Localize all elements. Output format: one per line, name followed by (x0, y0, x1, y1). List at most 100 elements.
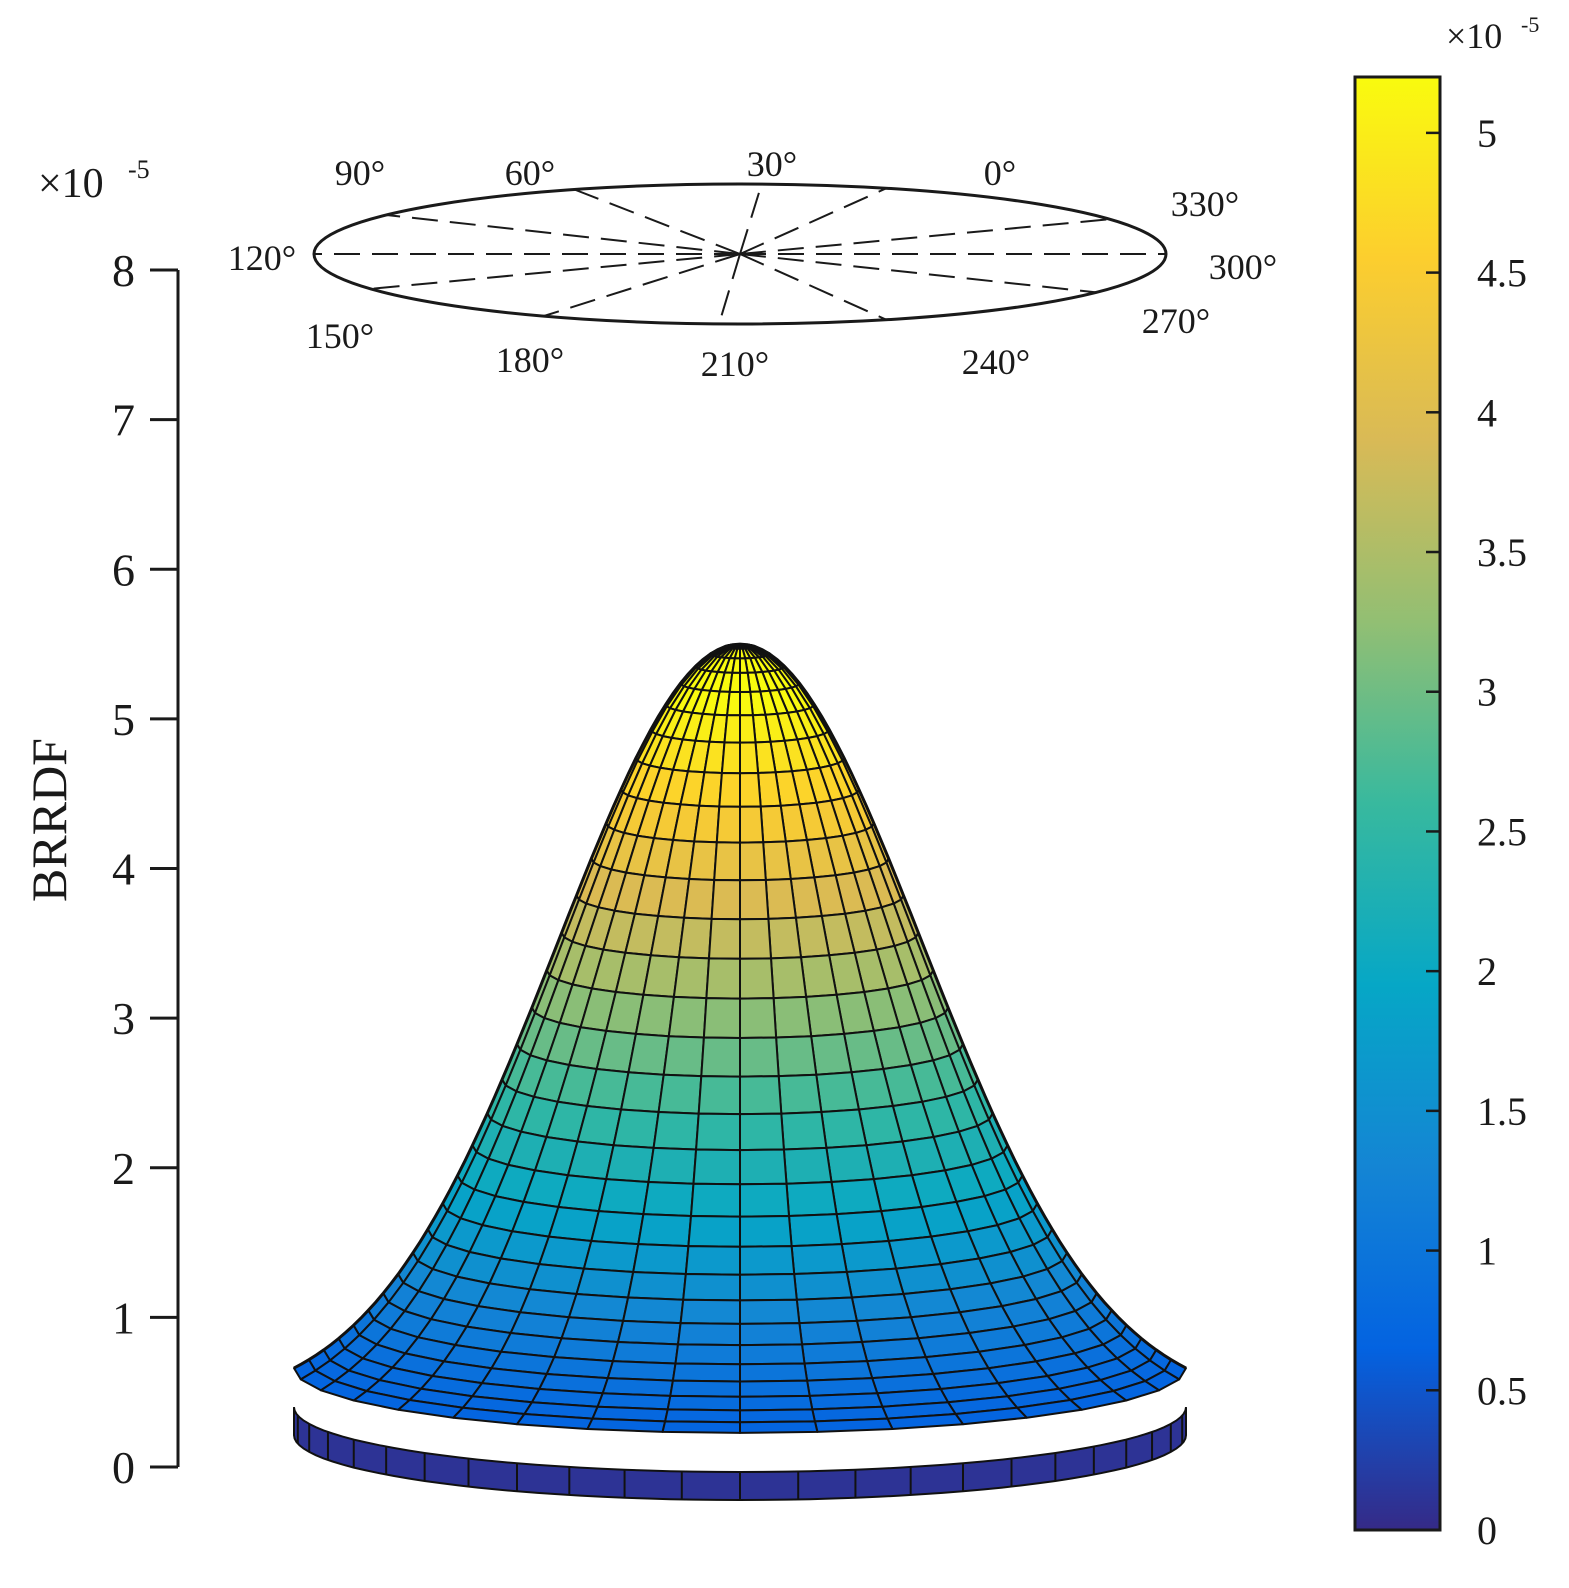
surface-patch (782, 1146, 833, 1185)
surface-patch (770, 956, 808, 1000)
surface-patch (679, 1298, 741, 1325)
surface-patch (739, 1379, 811, 1398)
surface-patch (710, 879, 741, 921)
surface-silhouette (293, 642, 1187, 1370)
surface-patch (777, 1073, 823, 1115)
azimuth-label: 0° (984, 153, 1016, 193)
surface-patch (767, 916, 802, 960)
surface-patch (692, 1148, 741, 1186)
surface-patch (790, 1243, 848, 1275)
surface-patch (684, 1245, 741, 1276)
azimuth-label: 150° (306, 316, 374, 356)
surface-patch (597, 1178, 650, 1216)
azimuth-radial-line (739, 187, 887, 255)
surface-patch (813, 1417, 894, 1433)
azimuth-label: 60° (505, 153, 555, 193)
azimuth-label: 300° (1209, 247, 1277, 287)
surface-patch (739, 714, 757, 744)
colorbar-tick-label: 3.5 (1477, 530, 1527, 575)
z-tick-label: 6 (112, 544, 135, 595)
surface-patch (642, 954, 680, 998)
surface-patch (678, 916, 713, 960)
surface-patch (667, 995, 708, 1039)
surface-patch (547, 1206, 600, 1242)
surface-patch (617, 1319, 682, 1346)
surface-patch (739, 1298, 801, 1325)
surface-patch (652, 1111, 700, 1151)
surface-patch (575, 1267, 635, 1299)
z-tick-label: 8 (112, 245, 135, 296)
surface-patch (620, 1071, 665, 1113)
surface-patch (739, 841, 767, 882)
z-tick-label: 3 (112, 993, 135, 1044)
z-multiplier-exponent: -5 (128, 155, 150, 184)
surface-patch (586, 1417, 667, 1433)
colorbar-tick-label: 5 (1477, 111, 1497, 156)
surface-patch (739, 1420, 819, 1434)
surface-patch (693, 804, 721, 844)
surface-patch (772, 995, 813, 1039)
surface-patch (698, 771, 723, 808)
colorbar-tick-label: 4 (1477, 390, 1497, 435)
z-tick-label: 2 (112, 1143, 135, 1194)
surface-patch (538, 1235, 593, 1270)
surface-patch (605, 1144, 655, 1183)
surface-patch (739, 1112, 785, 1152)
colorbar-tick-label: 2.5 (1477, 809, 1527, 854)
surface-patch (674, 1343, 741, 1366)
colorbar-tick-label: 1.5 (1477, 1089, 1527, 1134)
z-tick-label: 5 (112, 694, 135, 745)
surface-patch (682, 1273, 741, 1302)
azimuth-radial-line (739, 218, 1110, 255)
surface-patch (820, 1108, 868, 1149)
surface-patch (795, 1296, 858, 1325)
surface-patch (713, 841, 741, 882)
surface-patch (697, 1075, 741, 1116)
azimuth-radial-line (739, 253, 1097, 294)
surface-patch (647, 1146, 698, 1185)
colorbar-tick-label: 4.5 (1477, 251, 1527, 296)
surface-patch (739, 1075, 783, 1116)
surface-patch (739, 1148, 788, 1186)
surface-patch (666, 1394, 741, 1412)
surface-patch (815, 1071, 860, 1113)
surface-patch (830, 1178, 883, 1216)
surface-patch (627, 1032, 670, 1076)
surface-patch (671, 1362, 741, 1383)
surface-patch (612, 1108, 660, 1149)
surface-patch (739, 957, 775, 1000)
surface-patch (759, 804, 787, 844)
colorbar (1353, 75, 1442, 1532)
surface-patch (775, 1035, 818, 1078)
surface-patch (695, 1112, 741, 1152)
azimuth-label: 270° (1142, 301, 1210, 341)
surface-patch (739, 1362, 809, 1383)
colorbar-multiplier-exponent: -5 (1521, 12, 1539, 37)
surface-patch (661, 1420, 741, 1434)
surface-patch (637, 1213, 692, 1248)
surface-patch (739, 1408, 816, 1424)
azimuth-label: 30° (747, 144, 797, 184)
azimuth-label: 180° (496, 340, 564, 380)
surface-patch (702, 997, 741, 1039)
surface-patch (739, 772, 762, 808)
surface-patch (788, 1213, 843, 1248)
azimuth-radial-line (574, 188, 741, 255)
surface-patch (718, 772, 741, 808)
surface-patch (677, 1322, 741, 1347)
z-tick-label: 4 (112, 844, 135, 895)
surface-patch (627, 1271, 687, 1301)
azimuth-label: 210° (701, 344, 769, 384)
surface-patch (739, 805, 765, 844)
surface-patch (669, 1379, 741, 1398)
surface-patch (590, 1210, 645, 1246)
surface-patch (726, 690, 741, 717)
surface-patch (887, 1235, 942, 1270)
surface-patch (662, 1035, 705, 1078)
brrdf-surface (293, 642, 1187, 1502)
surface-patch (632, 1243, 690, 1275)
surface-patch (690, 1182, 741, 1218)
surface-patch (657, 1073, 703, 1115)
surface-patch (739, 917, 772, 960)
